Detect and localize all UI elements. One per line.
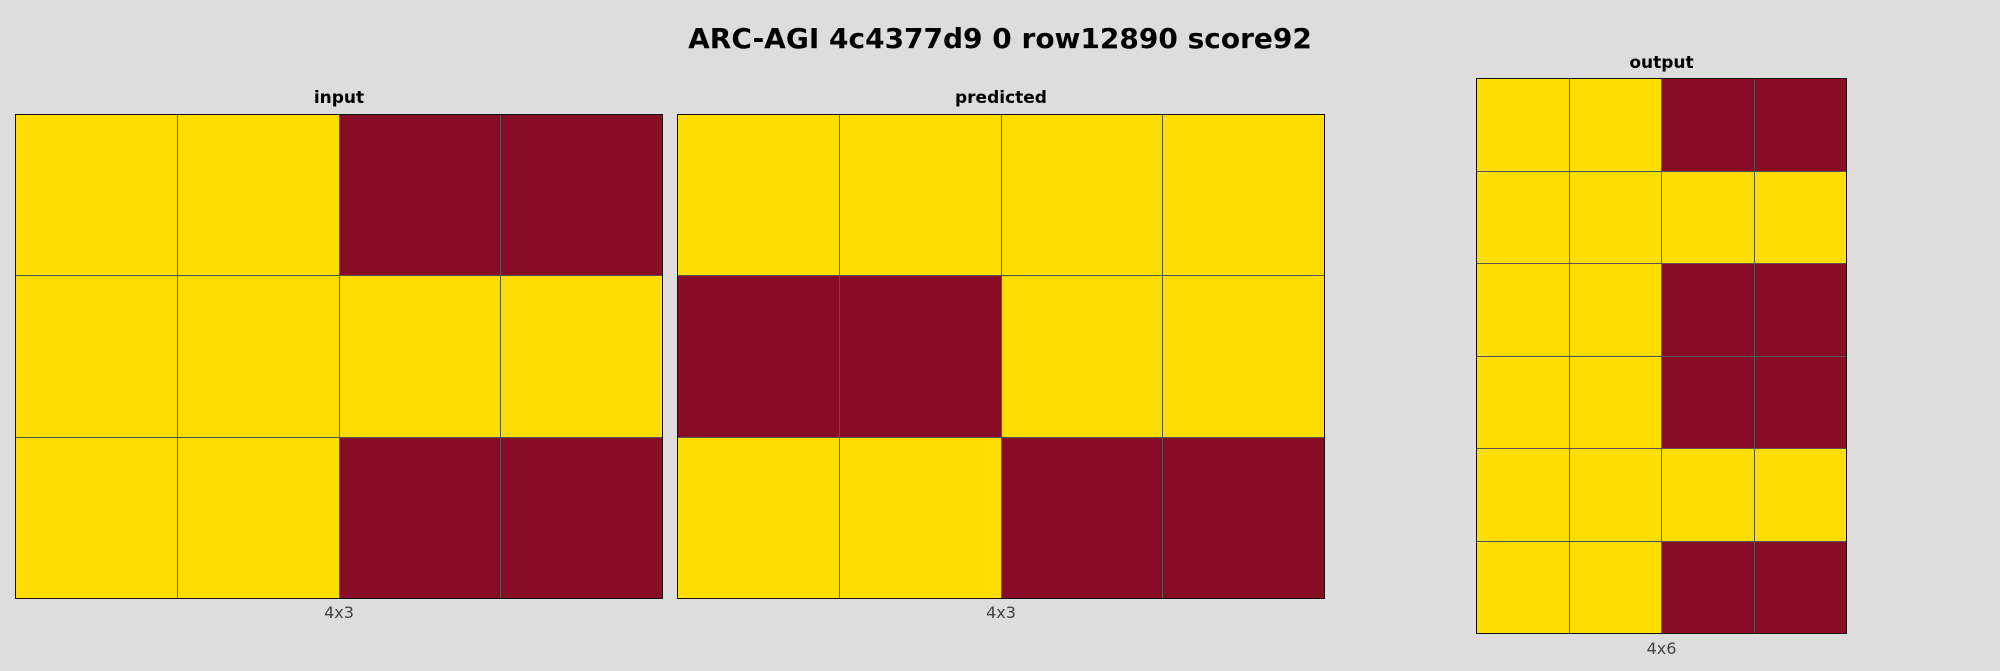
grid-cell [678,437,839,598]
grid-cell [839,115,1001,276]
grid-cell [1754,171,1846,263]
grid-cell [1662,449,1754,541]
grid-cell [1163,437,1324,598]
grid-cell [1569,171,1661,263]
grid-cell [177,437,339,598]
predicted-caption: 4x3 [986,603,1016,622]
grid-cell [1477,541,1569,633]
grid-cell [1754,449,1846,541]
grid-cell [839,437,1001,598]
grid-cell [1163,115,1324,276]
grid-cell [339,276,501,437]
grid-cell [1477,356,1569,448]
grid-cell [16,115,177,276]
grid-cell [678,276,839,437]
grid-cell [1477,264,1569,356]
grid-cell [1662,541,1754,633]
output-grid [1476,78,1847,634]
grid-cell [1569,541,1661,633]
grid-cell [1754,356,1846,448]
grid-cell [16,276,177,437]
grid-cell [1001,437,1163,598]
predicted-title: predicted [955,88,1047,108]
predicted-grid [677,114,1325,599]
grid-cell [177,115,339,276]
grid-cell [1754,541,1846,633]
grid-cell [1662,264,1754,356]
grid-cell [339,115,501,276]
grid-cell [1163,276,1324,437]
grid-cell [1001,115,1163,276]
grid-cell [177,276,339,437]
output-title: output [1629,53,1694,73]
grid-cell [1569,356,1661,448]
grid-cell [501,276,662,437]
grid-cell [1662,79,1754,171]
input-caption: 4x3 [324,603,354,622]
grid-cell [1477,449,1569,541]
grid-cell [1754,264,1846,356]
grid-cell [501,437,662,598]
grid-cell [16,437,177,598]
grid-cell [1569,264,1661,356]
grid-cell [1569,449,1661,541]
grid-cell [339,437,501,598]
output-caption: 4x6 [1646,639,1677,658]
grid-cell [678,115,839,276]
input-grid [15,114,663,599]
grid-cell [1477,171,1569,263]
grid-cell [1477,79,1569,171]
grid-cell [1569,79,1661,171]
figure-title: ARC-AGI 4c4377d9 0 row12890 score92 [688,22,1312,55]
input-title: input [313,88,365,108]
grid-cell [1662,171,1754,263]
grid-cell [1754,79,1846,171]
grid-cell [839,276,1001,437]
grid-cell [1001,276,1163,437]
grid-cell [1662,356,1754,448]
grid-cell [501,115,662,276]
